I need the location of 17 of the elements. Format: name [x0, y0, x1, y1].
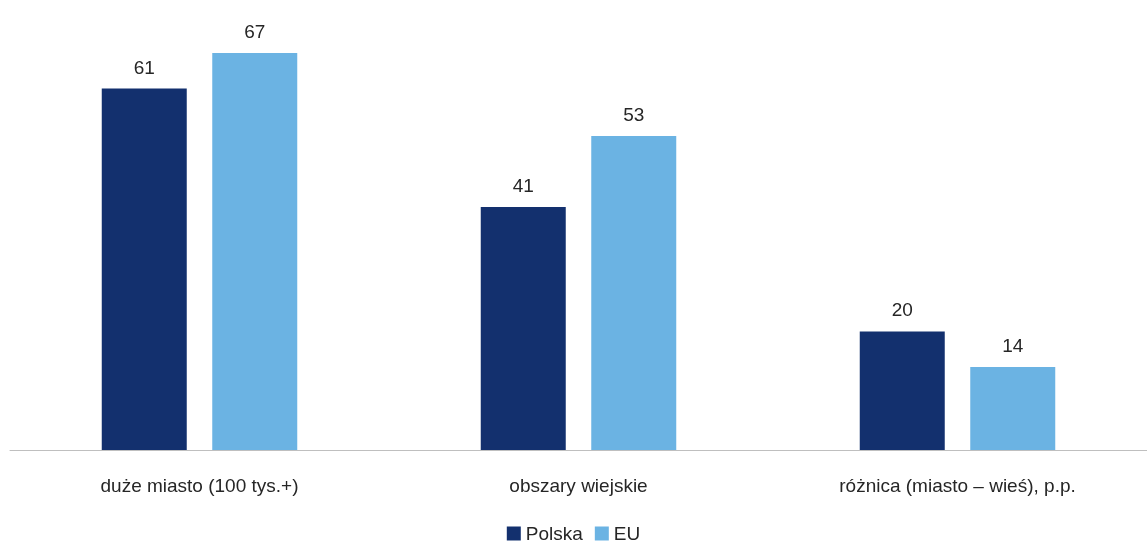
data-label: 61 — [133, 56, 155, 78]
data-label: 67 — [244, 21, 266, 42]
legend-label: EU — [613, 523, 641, 544]
data-label: 14 — [1002, 335, 1024, 357]
bar — [970, 367, 1056, 450]
bar — [212, 53, 298, 450]
data-label: 53 — [623, 103, 645, 125]
bar — [101, 88, 187, 450]
x-tick-label: obszary wiejskie — [509, 475, 648, 496]
x-tick-label: różnica (miasto – wieś), p.p. — [839, 475, 1076, 496]
legend-label: Polska — [525, 523, 584, 544]
data-label: 20 — [891, 299, 913, 321]
bar — [859, 331, 945, 450]
bar — [591, 135, 677, 450]
x-tick-label: duże miasto (100 tys.+) — [100, 475, 299, 496]
bar — [480, 207, 566, 450]
data-label: 41 — [512, 175, 534, 197]
